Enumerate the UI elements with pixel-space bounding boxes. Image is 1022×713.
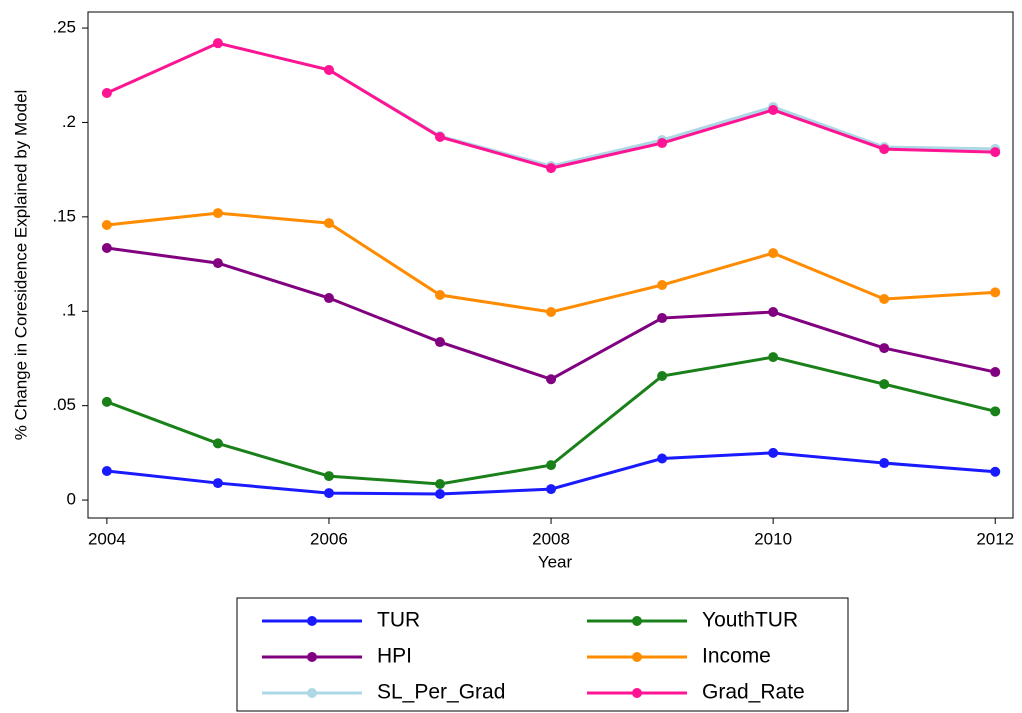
point: [768, 248, 779, 259]
point: [212, 478, 223, 489]
point: [435, 489, 446, 500]
legend-marker: [307, 688, 317, 698]
point: [546, 163, 557, 174]
x-tick-label: 2008: [532, 529, 570, 548]
point: [101, 87, 112, 98]
series-line: [106, 41, 996, 168]
point: [657, 453, 668, 464]
point: [657, 280, 668, 291]
legend-label: TUR: [377, 609, 420, 632]
legend-label: YouthTUR: [702, 609, 798, 632]
point: [768, 307, 779, 318]
point: [101, 219, 112, 230]
point: [435, 131, 446, 142]
point: [101, 243, 112, 254]
y-tick-label: .1: [62, 301, 76, 320]
point: [657, 371, 668, 382]
point: [768, 447, 779, 458]
x-tick-label: 2006: [310, 529, 348, 548]
point: [546, 460, 557, 471]
point: [879, 343, 890, 354]
x-tick-label: 2010: [754, 529, 792, 548]
point: [101, 465, 112, 476]
legend-label: HPI: [377, 645, 412, 668]
series-line: [106, 41, 996, 170]
point: [323, 218, 334, 229]
point: [212, 438, 223, 449]
point: [990, 367, 1001, 378]
legend-marker: [307, 616, 317, 626]
legend-marker: [632, 652, 642, 662]
point: [768, 352, 779, 363]
point: [657, 138, 668, 149]
point: [546, 484, 557, 495]
y-tick-label: .25: [52, 18, 76, 37]
legend-marker: [632, 616, 642, 626]
point: [990, 287, 1001, 298]
legend-label: Income: [702, 645, 771, 668]
point: [879, 293, 890, 304]
point: [101, 396, 112, 407]
y-tick-label: 0: [67, 490, 76, 509]
legend-marker: [632, 688, 642, 698]
point: [546, 307, 557, 318]
point: [212, 208, 223, 219]
point: [546, 374, 557, 385]
x-tick-label: 2004: [88, 529, 126, 548]
point: [435, 479, 446, 490]
y-tick-label: .15: [52, 206, 76, 225]
y-tick-label: .05: [52, 395, 76, 414]
x-tick-label: 2012: [976, 529, 1014, 548]
series-line: [106, 211, 996, 314]
y-axis-label: % Change in Coresidence Explained by Mod…: [11, 90, 30, 441]
point: [435, 290, 446, 301]
point: [990, 147, 1001, 158]
point: [323, 64, 334, 75]
point: [879, 144, 890, 155]
point: [323, 488, 334, 499]
plot-frame: [87, 11, 1014, 519]
point: [212, 258, 223, 269]
legend-label: SL_Per_Grad: [377, 681, 505, 704]
point: [768, 104, 779, 115]
point: [990, 466, 1001, 477]
point: [435, 337, 446, 348]
x-axis-label: Year: [538, 552, 573, 571]
point: [879, 458, 890, 469]
point: [323, 471, 334, 482]
point: [323, 293, 334, 304]
point: [657, 313, 668, 324]
legend-marker: [307, 652, 317, 662]
y-tick-label: .2: [62, 112, 76, 131]
point: [879, 379, 890, 390]
legend-label: Grad_Rate: [702, 681, 805, 704]
point: [212, 38, 223, 49]
point: [990, 406, 1001, 417]
